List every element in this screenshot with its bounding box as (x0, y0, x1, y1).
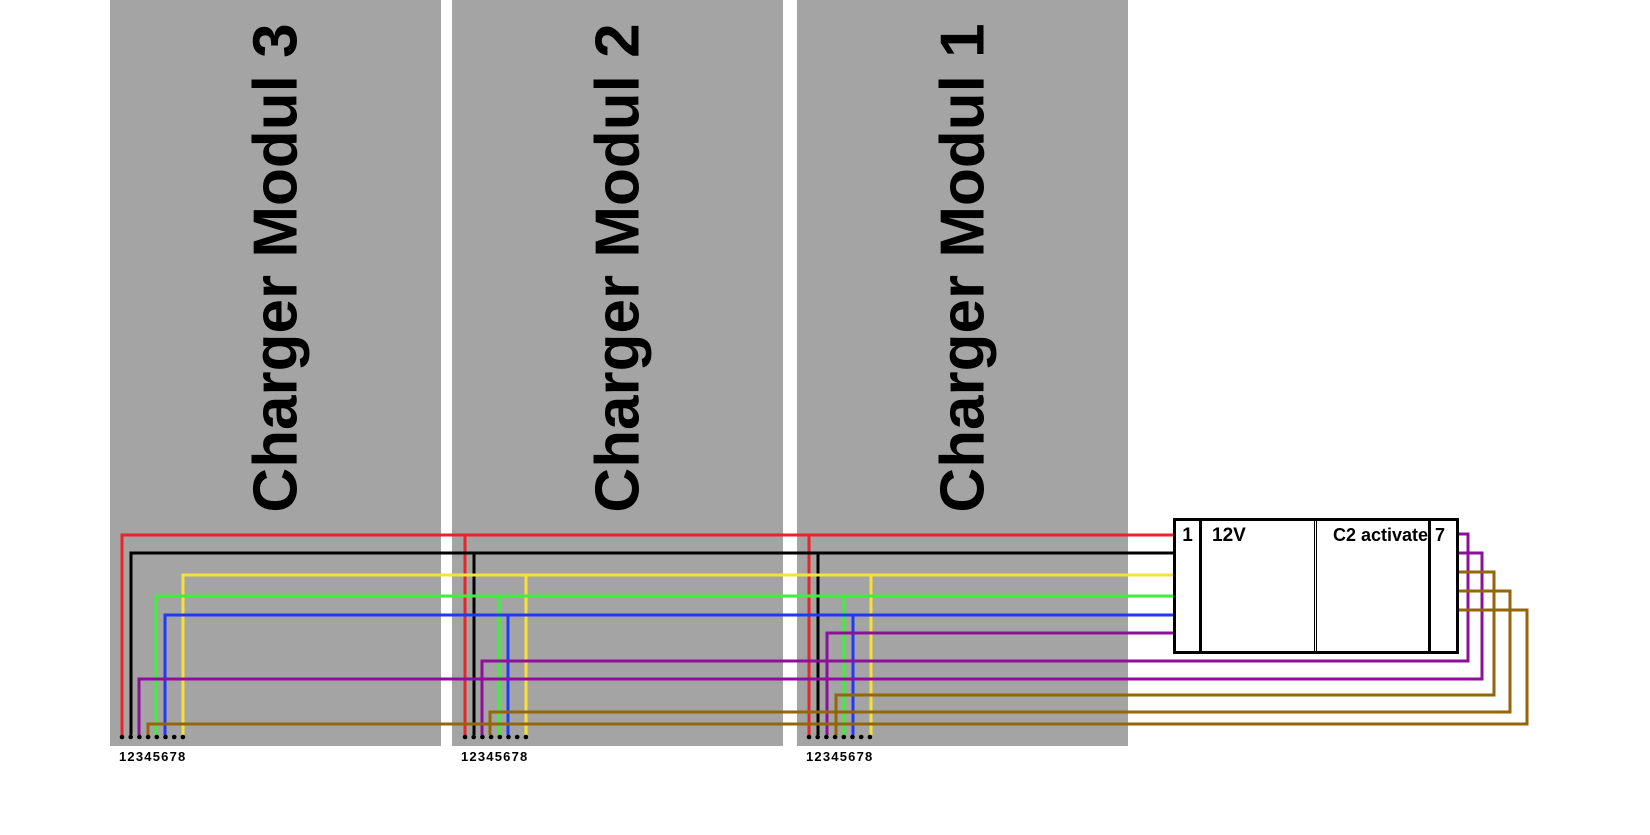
connector-left-label-column: 12VGND5VcanHcanLC1 activate (1202, 521, 1317, 651)
module-pin-dot (128, 734, 133, 740)
wire-c3-activate (137, 551, 1484, 735)
module-pin-dot (858, 734, 864, 740)
module-1-pin-numbers: 12345678 (806, 749, 874, 764)
module-pin-dot (462, 734, 468, 740)
module-pin-dot (145, 734, 151, 740)
module-pin-dot (154, 734, 160, 740)
module-pin-dot (841, 734, 847, 740)
connector-signal-label-right-1: C2 activate (1333, 526, 1429, 545)
module-pin-dot (514, 734, 520, 740)
module-pin-dot (163, 734, 168, 740)
wire-canh (154, 594, 1173, 735)
module-pin-dot (815, 734, 820, 740)
module-pin-dot (137, 734, 142, 740)
connector-block: 123456 12VGND5VcanHcanLC1 activate C2 ac… (1173, 518, 1459, 654)
module-pin-dot (506, 734, 511, 740)
wire-c1-enable (834, 570, 1496, 735)
wire-c1-activate (825, 631, 1173, 735)
module-pin-dot (867, 734, 873, 740)
wire-c2-activate (480, 532, 1470, 735)
module-pin-dot (832, 734, 838, 740)
connector-right-pin-column: 789101112 (1428, 521, 1456, 651)
connector-pin-number-1: 1 (1182, 526, 1193, 545)
wire-c3-enable (146, 608, 1529, 735)
module-2-pin-numbers: 12345678 (461, 749, 529, 764)
wire-12v (120, 533, 1173, 735)
module-pin-dot (471, 734, 477, 740)
module-pin-dot (480, 734, 485, 740)
module-pin-dot (171, 734, 177, 740)
module-3-pin-numbers: 12345678 (119, 749, 187, 764)
module-pin-dot (180, 734, 186, 740)
connector-right-label-column: C2 activateC3 activateC1 enableC2 enable… (1317, 521, 1433, 651)
module-pin-dot (119, 734, 125, 740)
module-pin-dot (824, 734, 829, 740)
connector-signal-label-1: 12V (1212, 526, 1246, 545)
wire-canl (163, 613, 1173, 735)
module-pin-dot (497, 734, 503, 740)
module-pin-dot (488, 734, 494, 740)
wire-gnd (129, 551, 1173, 735)
module-pin-dot (850, 734, 855, 740)
module-pin-dot (806, 734, 812, 740)
wire-5v (181, 573, 1173, 735)
connector-pin-number-right-1: 7 (1435, 526, 1446, 545)
module-pin-dot (523, 734, 529, 740)
wire-c2-enable (488, 589, 1512, 735)
connector-left-pin-column: 123456 (1176, 521, 1202, 651)
